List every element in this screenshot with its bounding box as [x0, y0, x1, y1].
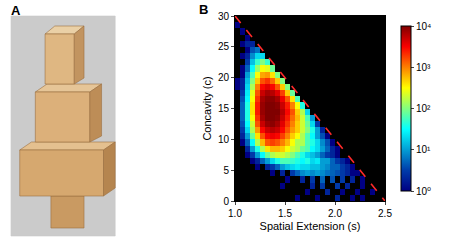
- svg-text:B: B: [199, 2, 208, 17]
- svg-text:1.5: 1.5: [278, 208, 292, 219]
- svg-text:20: 20: [218, 72, 230, 83]
- svg-text:15: 15: [218, 103, 230, 114]
- svg-text:A: A: [11, 3, 21, 18]
- svg-text:10⁴: 10⁴: [416, 21, 431, 32]
- svg-text:Spatial Extension (s): Spatial Extension (s): [260, 220, 361, 232]
- svg-text:0: 0: [223, 196, 229, 207]
- svg-text:30: 30: [218, 11, 230, 22]
- svg-text:2.5: 2.5: [378, 208, 392, 219]
- svg-text:5: 5: [223, 165, 229, 176]
- svg-text:10²: 10²: [416, 103, 431, 114]
- svg-text:10: 10: [218, 134, 230, 145]
- svg-text:1.0: 1.0: [228, 208, 242, 219]
- svg-text:Concavity (c): Concavity (c): [201, 76, 213, 140]
- svg-text:10³: 10³: [416, 62, 431, 73]
- svg-text:2.0: 2.0: [328, 208, 342, 219]
- svg-text:25: 25: [218, 41, 230, 52]
- svg-text:10¹: 10¹: [416, 144, 431, 155]
- svg-text:10⁰: 10⁰: [416, 186, 431, 197]
